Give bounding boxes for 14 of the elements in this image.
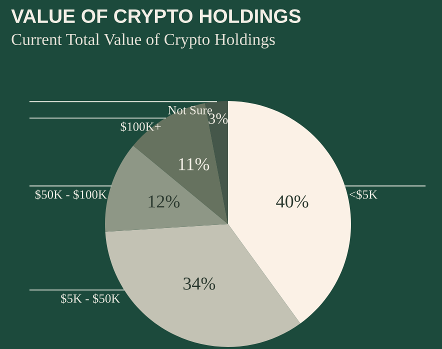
- slice-label: Not Sure: [168, 106, 212, 114]
- pie-slice: [228, 101, 351, 324]
- slice-label: $5K - $50K: [61, 294, 120, 304]
- chart-subtitle: Current Total Value of Crypto Holdings: [12, 33, 275, 48]
- pie-slice: [105, 146, 228, 232]
- slice-label: $100K+: [120, 122, 161, 132]
- data-label: 11%: [178, 158, 210, 170]
- chart-title: VALUE OF CRYPTO HOLDINGS: [11, 9, 301, 24]
- slice-label: $50K - $100K: [35, 190, 107, 200]
- data-label: 34%: [184, 278, 216, 290]
- data-label: 12%: [148, 195, 180, 208]
- data-label: 3%: [208, 113, 228, 124]
- slice-label: <$5K: [350, 190, 378, 200]
- data-label: 40%: [276, 195, 308, 208]
